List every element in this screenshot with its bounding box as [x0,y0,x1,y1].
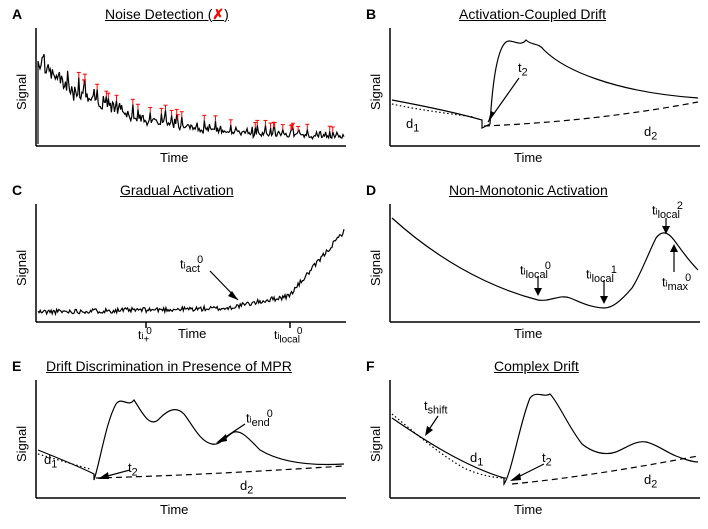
annot-tshift-F: tshift [424,398,447,417]
ylabel-D: Signal [368,250,383,286]
arrow-t2-F [510,464,544,481]
arrow-t2-B [488,78,519,122]
ylabel-E: Signal [14,426,29,462]
annot-tact-C: tiact0 [180,254,203,275]
annot-max0-D: timax0 [662,272,691,293]
ylabel-F: Signal [368,426,383,462]
plot-C [0,176,354,348]
annot-d2-B: d2 [644,124,657,143]
title-text-A: Noise Detection ( [105,6,212,22]
annot-tend0-E: tiend0 [246,408,273,429]
panel-C: C Gradual Activation Signal Time ti+0 ti… [0,176,354,348]
panel-letter-A: A [12,6,22,22]
annot-d1-E: d1 [44,452,57,471]
panel-title-B: Activation-Coupled Drift [459,6,606,22]
xlabel-C: Time [178,326,206,341]
panel-A: A Noise Detection (✗) Signal Time [0,0,354,172]
panel-title-D: Non-Monotonic Activation [449,182,608,198]
annot-d1-F: d1 [470,450,483,469]
xlabel-A: Time [160,150,188,165]
panel-letter-F: F [366,358,375,374]
title-close-A: ) [224,6,229,22]
panel-F: F Complex Drift Signal Time tshift [354,352,708,524]
arrow-max0-D [670,244,678,272]
panel-letter-D: D [366,182,376,198]
ylabel-A: Signal [14,74,29,110]
panel-title-C: Gradual Activation [120,182,234,198]
annot-d1-B: d1 [406,116,419,135]
trace-signal-B [392,40,698,128]
arrow-t2-E [98,470,130,479]
xtick-C-1: ti+0 [138,326,152,345]
panel-letter-B: B [366,6,376,22]
plot-E [0,352,354,524]
xlabel-D: Time [514,326,542,341]
ylabel-B: Signal [368,74,383,110]
arrow-tshift-F [425,416,438,436]
panel-letter-C: C [12,182,22,198]
red-spike-markers [77,72,335,132]
plot-F [354,352,708,524]
panel-B: B Activation-Coupled Drift Signal Time t… [354,0,708,172]
annot-t2-B: t2 [518,60,528,79]
cross-icon: ✗ [212,6,224,22]
plot-A [0,0,354,172]
xlabel-F: Time [514,502,542,517]
annot-local1-D: tilocal1 [586,264,617,285]
panel-letter-E: E [12,358,21,374]
trace-d1-dotted-F [392,414,506,478]
multi-panel-figure: A Noise Detection (✗) Signal Time B Acti… [0,0,708,526]
panel-title-F: Complex Drift [494,358,579,374]
arrow-tact-C [210,271,238,300]
xtick-C-2: tilocal0 [274,326,302,345]
annot-t2-E: t2 [128,460,138,479]
xlabel-E: Time [160,502,188,517]
annot-local2-D: tilocal2 [652,200,683,221]
trace-signal-E [38,400,344,480]
panel-title-E: Drift Discrimination in Presence of MPR [46,358,292,374]
xlabel-B: Time [514,150,542,165]
panel-E: E Drift Discrimination in Presence of MP… [0,352,354,524]
annot-d2-E: d2 [240,478,253,497]
panel-title-A: Noise Detection (✗) [105,6,229,23]
trace-d2-dashed [484,102,698,126]
annot-local0-D: tilocal0 [520,260,551,281]
ylabel-C: Signal [14,250,29,286]
annot-d2-F: d2 [644,472,657,491]
plot-B [354,0,708,172]
trace-d2-dashed-F [512,456,698,484]
annot-t2-F: t2 [542,450,552,469]
panel-D: D Non-Monotonic Activation Signal Time [354,176,708,348]
